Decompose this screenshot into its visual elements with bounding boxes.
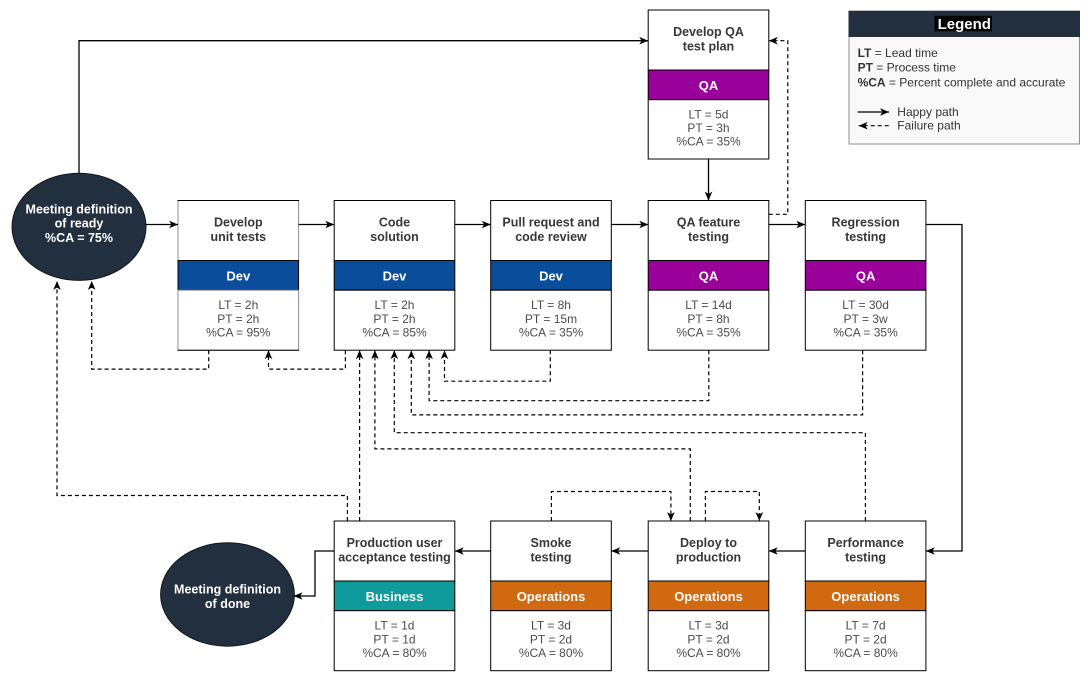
svg-text:Production user: Production user [347,536,443,550]
svg-text:Operations: Operations [831,589,900,604]
svg-text:%CA = 85%: %CA = 85% [362,325,427,339]
svg-text:PT = 2h: PT = 2h [217,312,259,326]
svg-text:PT = 8h: PT = 8h [687,312,729,326]
svg-text:Develop: Develop [214,215,263,229]
svg-text:%CA = 75%: %CA = 75% [45,231,113,245]
svg-text:%CA = 35%: %CA = 35% [519,325,584,339]
svg-text:%CA = 35%: %CA = 35% [676,135,741,149]
svg-text:of ready: of ready [55,217,104,231]
svg-text:Dev: Dev [539,268,564,283]
svg-text:%CA = 35%: %CA = 35% [676,325,741,339]
svg-text:testing: testing [688,230,729,244]
svg-text:PT = 1d: PT = 1d [373,632,415,646]
svg-text:testing: testing [845,550,886,564]
svg-text:Deploy to: Deploy to [680,536,737,550]
svg-text:Develop QA: Develop QA [673,25,744,39]
svg-text:unit tests: unit tests [211,230,267,244]
svg-text:LT = 14d: LT = 14d [685,298,732,312]
svg-text:LT = 30d: LT = 30d [842,298,889,312]
svg-text:Happy path: Happy path [897,105,958,119]
svg-text:Meeting definition: Meeting definition [26,202,133,216]
svg-text:Dev: Dev [383,268,408,283]
svg-text:PT = 2d: PT = 2d [845,632,887,646]
svg-text:Legend: Legend [938,16,991,33]
svg-text:%CA = Percent complete and acc: %CA = Percent complete and accurate [858,75,1066,89]
svg-text:Smoke: Smoke [531,536,572,550]
svg-text:Pull request and: Pull request and [502,215,599,229]
svg-text:test plan: test plan [683,39,734,53]
svg-text:testing: testing [531,550,572,564]
svg-text:LT = 3d: LT = 3d [689,619,729,633]
svg-text:solution: solution [370,230,419,244]
svg-text:LT = 3d: LT = 3d [531,619,571,633]
svg-text:%CA = 80%: %CA = 80% [362,646,427,660]
svg-text:acceptance testing: acceptance testing [338,550,451,564]
svg-text:LT = 2h: LT = 2h [375,298,415,312]
svg-text:QA: QA [699,78,719,93]
svg-text:PT = 3h: PT = 3h [687,121,729,135]
svg-text:PT = 15m: PT = 15m [525,312,577,326]
svg-text:code review: code review [515,230,587,244]
svg-text:LT = 1d: LT = 1d [375,619,415,633]
svg-text:QA: QA [699,268,719,283]
svg-text:Meeting definition: Meeting definition [174,583,281,597]
svg-text:LT = Lead time: LT = Lead time [858,46,938,60]
svg-text:production: production [676,550,741,564]
svg-text:Regression: Regression [832,215,900,229]
svg-text:%CA = 35%: %CA = 35% [833,325,898,339]
svg-text:LT = 2h: LT = 2h [218,298,258,312]
svg-text:Business: Business [366,589,424,604]
svg-text:PT = Process time: PT = Process time [858,61,957,75]
svg-text:LT = 8h: LT = 8h [531,298,571,312]
svg-text:QA: QA [856,268,876,283]
svg-text:Code: Code [379,215,410,229]
svg-text:Failure path: Failure path [897,119,960,133]
svg-text:Performance: Performance [827,536,903,550]
svg-text:Operations: Operations [517,589,586,604]
svg-text:%CA = 80%: %CA = 80% [833,646,898,660]
svg-text:PT = 2d: PT = 2d [530,632,572,646]
svg-text:QA feature: QA feature [677,215,740,229]
svg-text:%CA = 80%: %CA = 80% [519,646,584,660]
svg-text:PT = 2h: PT = 2h [373,312,415,326]
svg-text:PT = 3w: PT = 3w [844,312,888,326]
svg-text:%CA = 80%: %CA = 80% [676,646,741,660]
svg-text:Operations: Operations [674,589,743,604]
svg-text:LT = 5d: LT = 5d [689,107,729,121]
svg-text:LT = 7d: LT = 7d [846,619,886,633]
svg-text:%CA = 95%: %CA = 95% [206,325,271,339]
svg-text:PT = 2d: PT = 2d [687,632,729,646]
svg-text:testing: testing [845,230,886,244]
svg-text:Dev: Dev [226,268,251,283]
svg-text:of done: of done [205,597,250,611]
